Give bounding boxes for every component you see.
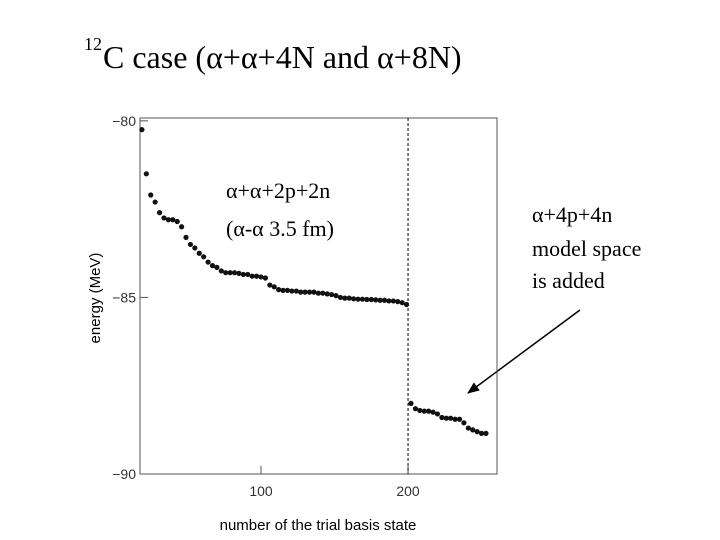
data-point [179,224,185,230]
data-point [386,298,392,304]
data-point [253,273,260,279]
data-point [456,416,463,422]
data-point [170,217,176,223]
data-point [324,291,330,297]
data-point [218,268,224,274]
data-point [271,284,277,290]
data-point [439,414,445,421]
data-point [443,415,449,421]
data-point [240,271,246,278]
title-superscript: 12 [84,34,102,54]
data-point [403,301,410,308]
data-point [399,300,405,306]
chart-title: C case (α+α+4N and α+8N) [103,39,462,75]
data-point [434,411,441,417]
data-point [368,296,374,303]
y-tick-label: −85 [112,289,136,305]
data-point [426,408,432,414]
data-point [311,289,317,295]
data-point [174,218,180,225]
data-point [298,289,304,295]
data-point [201,254,207,260]
annotation: model space [532,236,641,261]
data-point [187,241,194,248]
data-point [381,297,388,303]
data-point [245,271,251,278]
data-point [346,295,352,301]
data-point [276,287,282,293]
annotation: is added [532,268,605,293]
data-point [231,270,238,276]
data-point [258,274,264,280]
data-point [315,290,321,296]
data-point [377,297,383,303]
data-point [333,293,339,299]
data-point [262,275,269,281]
data-point [302,289,308,295]
y-tick-label: −90 [112,466,136,482]
data-point [205,259,211,265]
data-point [306,289,313,295]
data-point [209,263,216,269]
data-point [364,296,370,303]
plot-frame [139,117,498,475]
data-point [183,234,189,240]
data-point [421,408,427,414]
data-point [465,425,471,431]
data-point [293,288,299,294]
data-point [161,215,167,221]
annotation: α+4p+4n [532,202,612,227]
data-point [461,420,467,426]
data-point [328,291,335,298]
data-point [395,299,401,305]
data-point [236,270,242,276]
data-point [249,273,255,279]
data-point [478,430,485,436]
data-point [417,407,423,414]
data-point [355,296,361,302]
data-point [470,427,476,433]
data-point [192,245,198,251]
data-point [351,296,357,302]
data-point [373,297,379,303]
data-point [474,429,480,435]
data-point [342,295,348,301]
data-point [156,210,163,216]
data-point [483,430,489,436]
data-point [448,415,454,421]
data-point [430,409,436,415]
data-point [267,282,273,288]
data-point [165,217,171,223]
annotation: α+α+2p+2n [226,178,330,203]
data-point [227,270,233,276]
data-point [148,192,154,198]
data-point [139,127,145,133]
data-point [289,288,295,294]
data-point [152,199,158,205]
annotation: (α-α 3.5 fm) [226,216,334,241]
y-axis-label: energy (MeV) [87,253,104,344]
data-point [390,298,396,304]
arrow [467,309,581,394]
data-point [337,294,344,301]
x-tick-label: 200 [396,483,420,499]
x-tick-label: 100 [249,483,273,499]
data-point [412,406,418,412]
data-point [223,270,229,276]
data-point [280,287,286,293]
data-point [408,400,414,406]
data-point [284,287,291,293]
y-tick-label: −80 [112,113,136,129]
data-point [320,290,326,296]
data-point [359,296,366,302]
data-point [452,416,458,422]
data-point [196,250,202,256]
data-point [214,264,220,270]
data-point [143,171,149,177]
x-axis-label: number of the trial basis state [220,517,417,534]
